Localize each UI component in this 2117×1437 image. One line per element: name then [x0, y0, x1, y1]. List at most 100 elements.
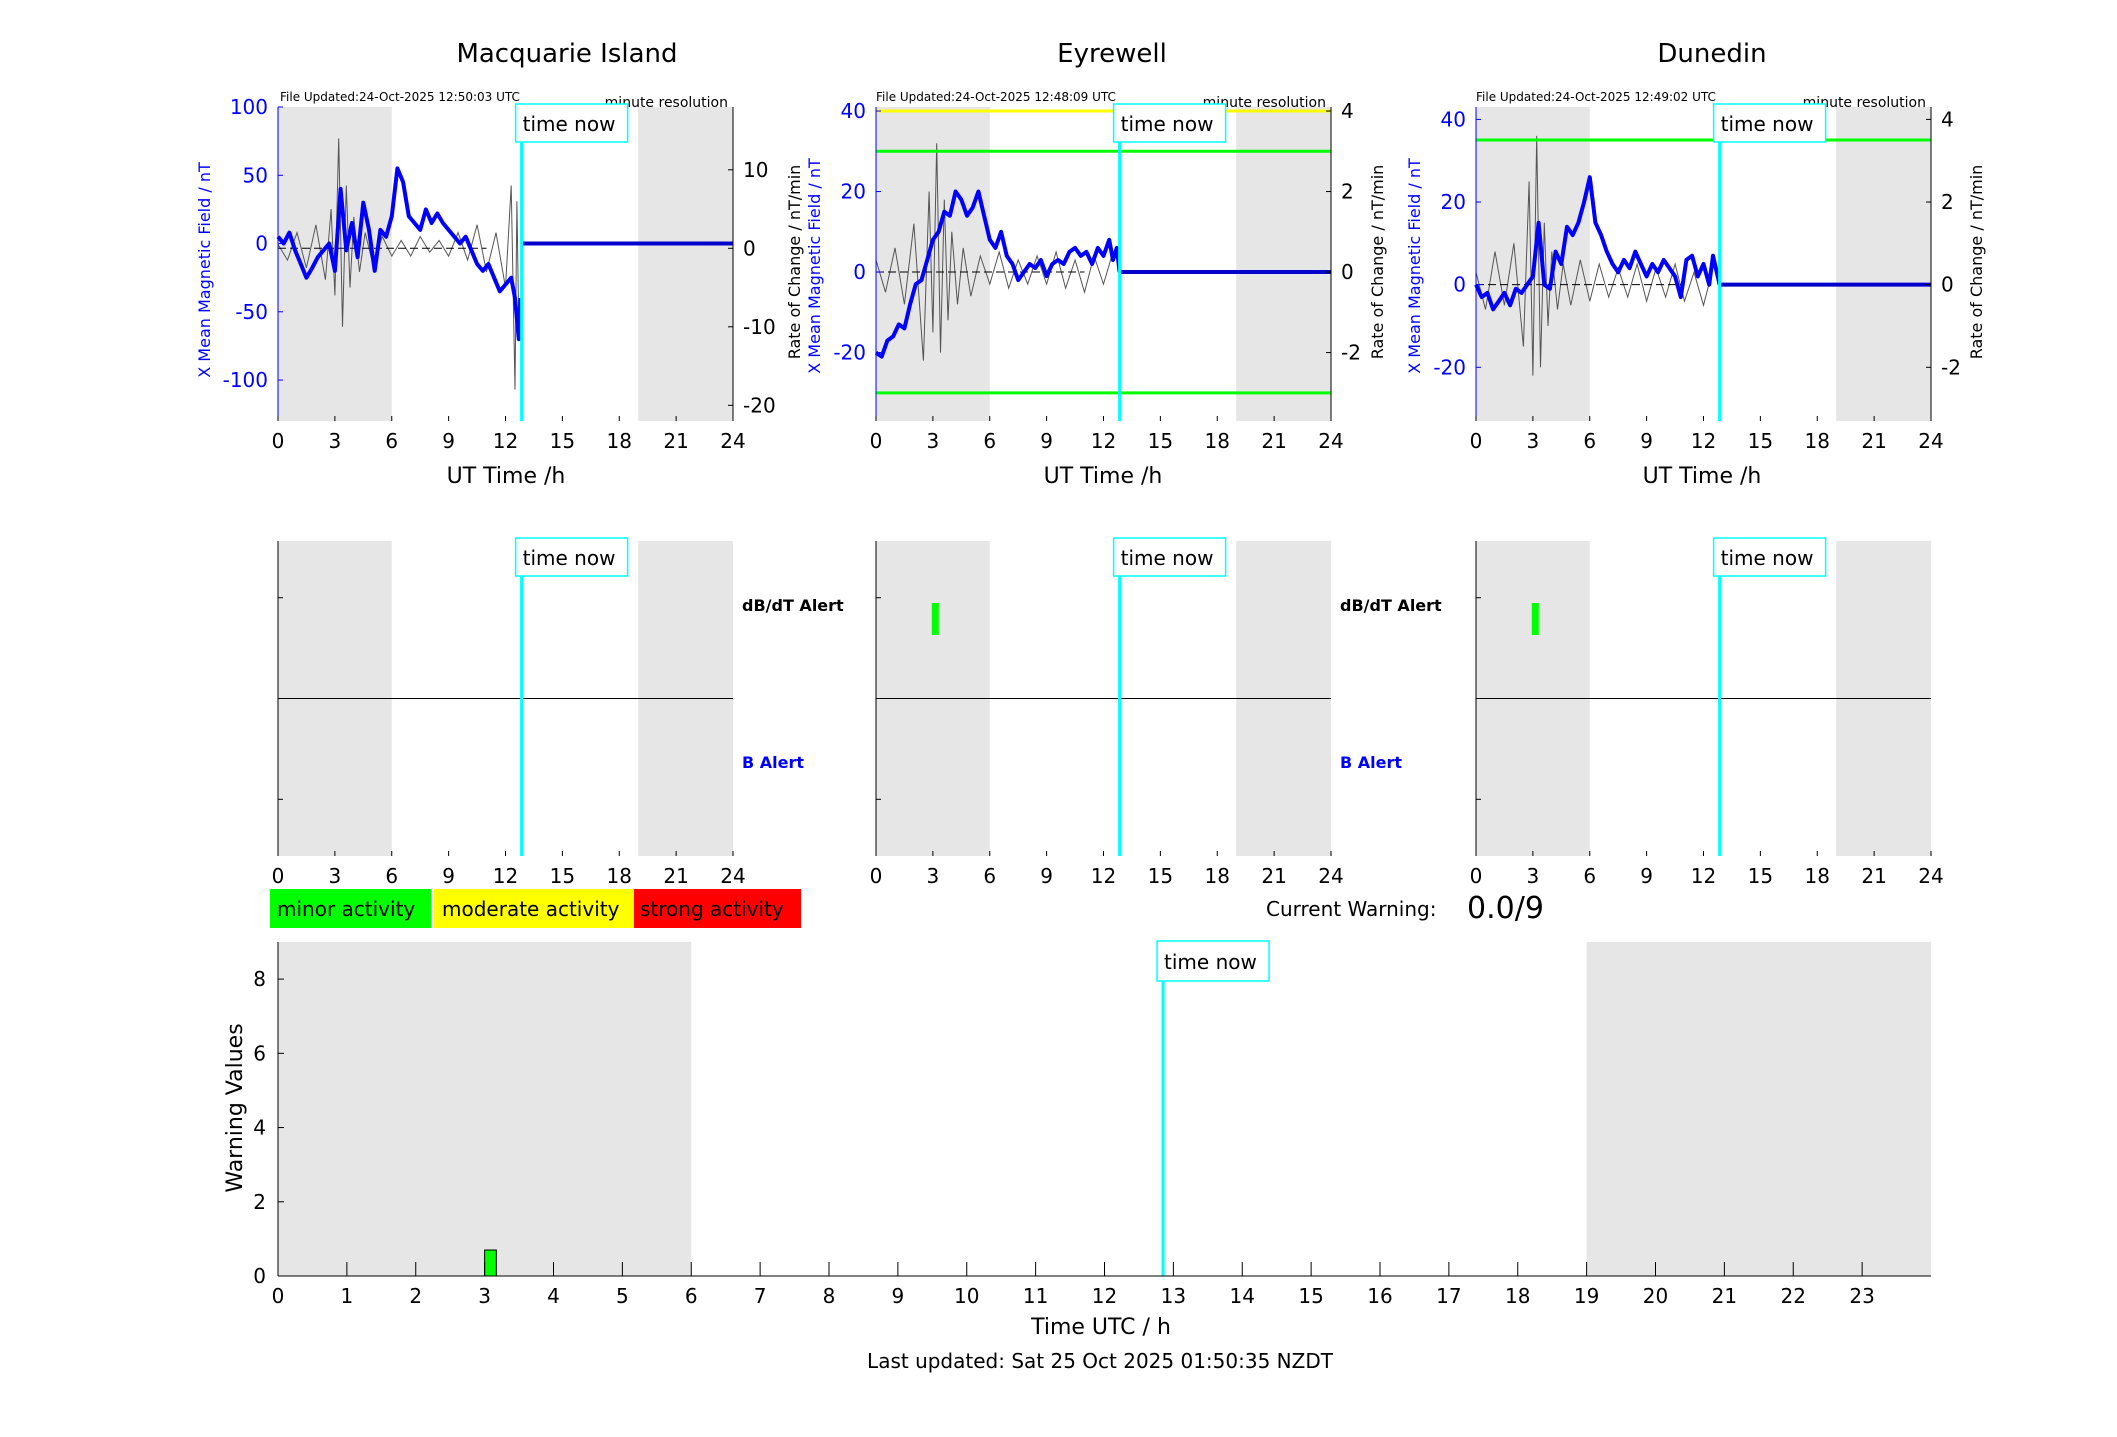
- x-tick-label: 11: [1023, 1284, 1048, 1308]
- x-tick-label: 16: [1367, 1284, 1392, 1308]
- legend-swatch-moderate: [434, 889, 634, 928]
- x-tick-label: 9: [1040, 864, 1053, 888]
- x-tick-label: 3: [1527, 864, 1540, 888]
- dbdt-alert-label: dB/dT Alert: [1340, 596, 1442, 615]
- x-tick-label: 15: [550, 864, 575, 888]
- y-tick-label: 8: [253, 967, 266, 991]
- x-tick-label: 0: [272, 429, 285, 453]
- x-tick-label: 21: [1261, 429, 1286, 453]
- y-tick-label: 20: [841, 180, 866, 204]
- time-now-label: time now: [1721, 112, 1814, 136]
- x-tick-label: 21: [663, 429, 688, 453]
- x-tick-label: 21: [1861, 864, 1886, 888]
- time-now-box: [514, 537, 629, 577]
- y-tick-label: -20: [833, 341, 866, 365]
- x-tick-label: 20: [1643, 1284, 1668, 1308]
- y-tick-label: 6: [253, 1041, 266, 1065]
- warning-y-axis-label: Warning Values: [223, 1023, 248, 1192]
- shaded-night-region: [1836, 107, 1931, 421]
- x-tick-label: 17: [1436, 1284, 1461, 1308]
- time-now-box: [1112, 103, 1227, 143]
- x-tick-label: 15: [1748, 864, 1773, 888]
- time-now-box: [514, 103, 629, 143]
- shaded-night-region: [638, 107, 733, 421]
- y-axis-label: X Mean Magnetic Field / nT: [1405, 158, 1424, 374]
- time-now-box: [1712, 103, 1827, 143]
- warning-x-axis-label: Time UTC / h: [1030, 1315, 1171, 1340]
- x-tick-label: 18: [1805, 864, 1830, 888]
- x-tick-label: 6: [983, 864, 996, 888]
- x-tick-label: 4: [547, 1284, 560, 1308]
- file-updated: File Updated:24-Oct-2025 12:49:02 UTC: [1476, 90, 1716, 104]
- shaded-night-region: [278, 942, 692, 1276]
- x-tick-label: 18: [607, 429, 632, 453]
- x-tick-label: 21: [663, 864, 688, 888]
- x-axis-label: UT Time /h: [1044, 464, 1163, 489]
- shaded-night-region: [1586, 942, 1931, 1276]
- x-tick-label: 24: [720, 429, 745, 453]
- x-tick-label: 1: [341, 1284, 354, 1308]
- x-tick-label: 18: [1205, 429, 1230, 453]
- file-updated: File Updated:24-Oct-2025 12:48:09 UTC: [876, 90, 1116, 104]
- y2-tick-label: 0: [1341, 260, 1354, 284]
- y-tick-label: 2: [253, 1190, 266, 1214]
- dbdt-alert-bar: [931, 603, 939, 635]
- b-alert-label: B Alert: [742, 753, 804, 772]
- y-tick-label: 4: [253, 1116, 266, 1140]
- y-axis-label: X Mean Magnetic Field / nT: [195, 162, 214, 378]
- x-tick-label: 9: [1040, 429, 1053, 453]
- y-axis-label: X Mean Magnetic Field / nT: [805, 158, 824, 374]
- x-tick-label: 0: [870, 429, 883, 453]
- x-tick-label: 9: [892, 1284, 905, 1308]
- x-tick-label: 0: [870, 864, 883, 888]
- time-now-box: [1112, 537, 1227, 577]
- y2-tick-label: -20: [743, 393, 776, 417]
- x-tick-label: 9: [1640, 864, 1653, 888]
- dunedin-panel: Dunedin File Updated:24-Oct-2025 12:49:0…: [1340, 39, 1986, 888]
- y2-axis-label: Rate of Change / nT/min: [785, 165, 804, 360]
- time-now-box: [1712, 537, 1827, 577]
- y2-tick-label: 10: [743, 158, 768, 182]
- alert-plot: time now 0 3 6 9 12 15 18 21 24: [1470, 537, 1944, 888]
- dbdt-alert-bar: [1531, 603, 1539, 635]
- x-tick-label: 6: [1583, 864, 1596, 888]
- x-tick-label: 3: [927, 864, 940, 888]
- x-tick-label: 23: [1849, 1284, 1874, 1308]
- x-tick-label: 24: [1918, 429, 1943, 453]
- x-tick-label: 0: [1470, 864, 1483, 888]
- current-warning-value: 0.0/9: [1467, 891, 1544, 926]
- x-tick-label: 0: [272, 1284, 285, 1308]
- y2-tick-label: 0: [1941, 273, 1954, 297]
- x-tick-label: 6: [385, 429, 398, 453]
- y-tick-label: -50: [235, 300, 268, 324]
- y2-tick-label: 2: [1341, 180, 1354, 204]
- alert-plot: time now 0 3 6 9 12 15 18 21 24: [870, 537, 1344, 888]
- x-tick-label: 7: [754, 1284, 767, 1308]
- y2-tick-label: 4: [1341, 99, 1354, 123]
- x-tick-label: 21: [1712, 1284, 1737, 1308]
- x-tick-label: 9: [1640, 429, 1653, 453]
- chart-title: Dunedin: [1657, 39, 1766, 69]
- x-tick-label: 6: [1583, 429, 1596, 453]
- x-tick-label: 18: [607, 864, 632, 888]
- time-now-label: time now: [1164, 950, 1257, 974]
- x-tick-label: 18: [1805, 429, 1830, 453]
- x-tick-label: 21: [1261, 864, 1286, 888]
- x-field-series: [874, 189, 1122, 359]
- time-now-label: time now: [1121, 112, 1214, 136]
- y-tick-label: 0: [255, 232, 268, 256]
- y-tick-label: 100: [230, 95, 268, 119]
- x-tick-label: 9: [442, 429, 455, 453]
- x-tick-label: 6: [685, 1284, 698, 1308]
- x-field-series: [276, 166, 523, 342]
- macquarie-panel: Macquarie Island File Updated:24-Oct-202…: [195, 39, 844, 888]
- time-now-box: [1156, 940, 1270, 982]
- last-updated: Last updated: Sat 25 Oct 2025 01:50:35 N…: [867, 1349, 1334, 1373]
- y2-tick-label: -2: [1341, 341, 1361, 365]
- y-tick-label: -20: [1433, 355, 1466, 379]
- y-tick-label: 0: [853, 260, 866, 284]
- x-tick-label: 12: [493, 864, 518, 888]
